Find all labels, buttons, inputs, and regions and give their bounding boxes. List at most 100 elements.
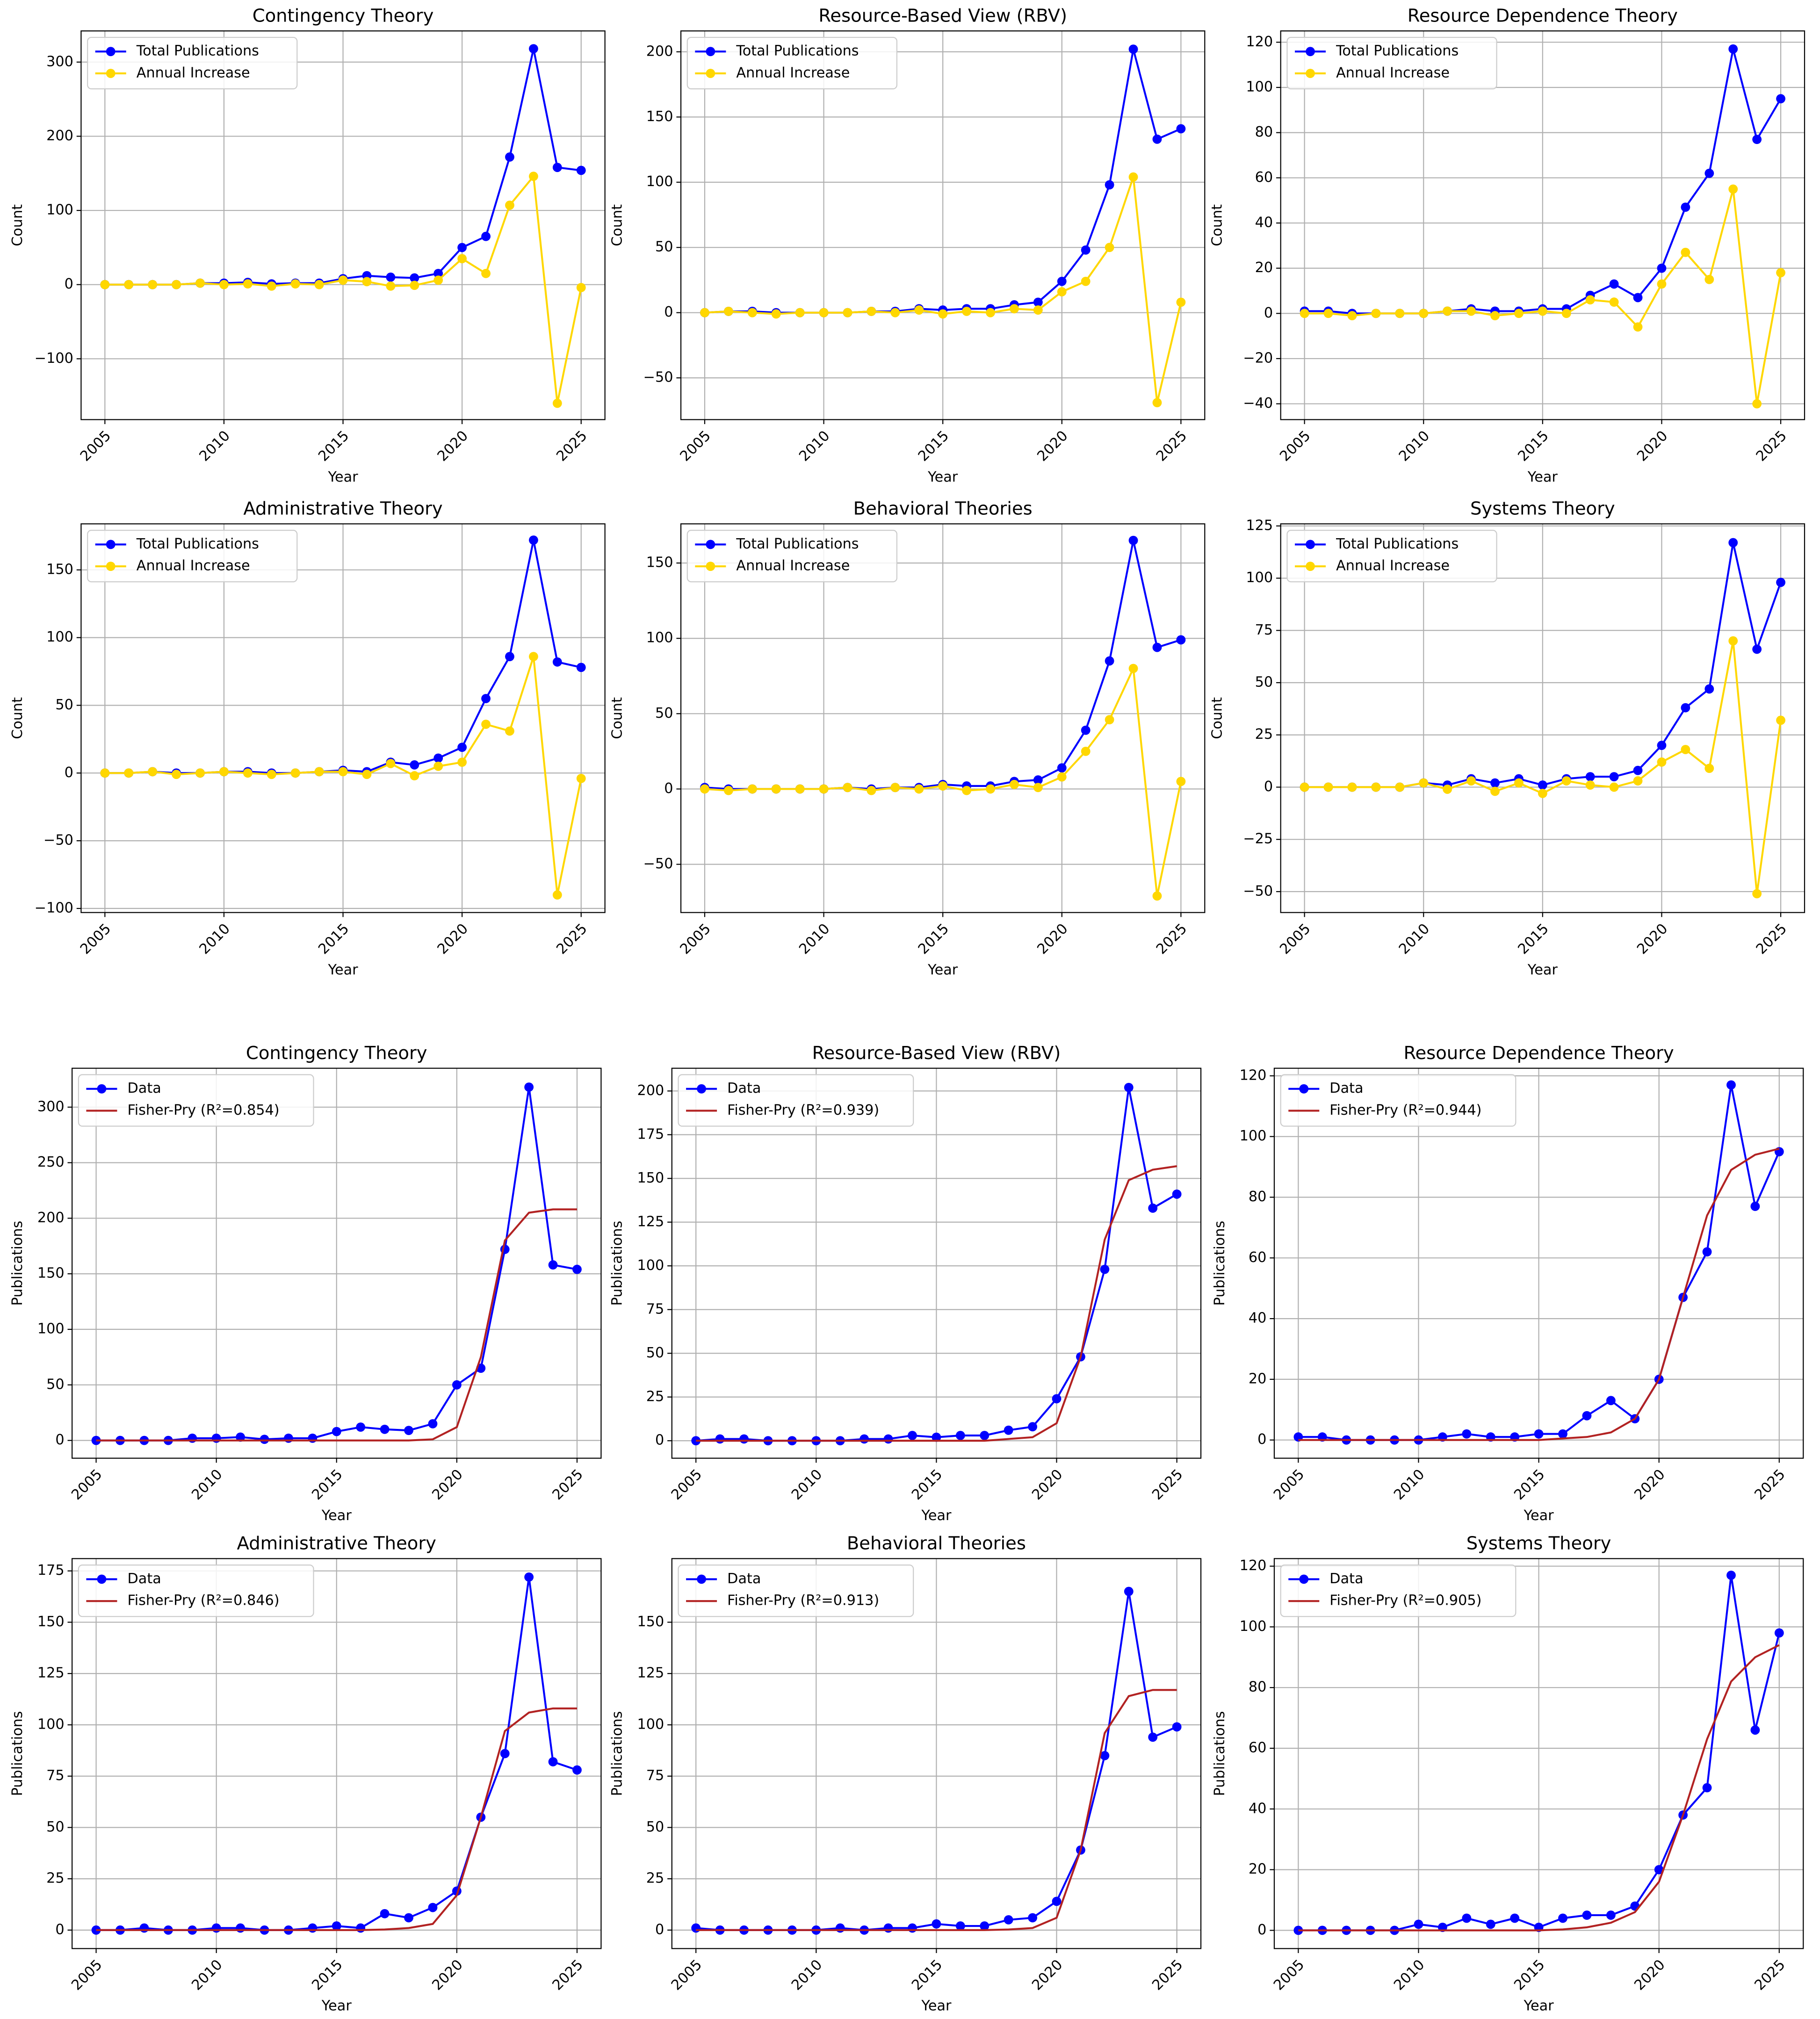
- x-tick-label: 2015: [1515, 921, 1552, 958]
- data-point: [528, 44, 538, 54]
- data-point: [172, 280, 181, 289]
- x-tick-label: 2025: [549, 1957, 586, 1994]
- data-point: [308, 1433, 318, 1443]
- data-point: [1176, 635, 1186, 645]
- y-tick-label: −50: [1243, 883, 1273, 899]
- y-tick-label: 80: [1249, 1189, 1267, 1205]
- y-tick-label: −20: [1243, 350, 1273, 366]
- data-point: [1752, 889, 1762, 899]
- x-tick-label: 2020: [429, 1466, 466, 1503]
- data-point: [500, 1749, 510, 1759]
- y-tick-label: 150: [46, 561, 73, 577]
- data-point: [410, 760, 419, 770]
- data-point: [267, 770, 276, 779]
- x-tick-label: 2015: [909, 1466, 946, 1503]
- data-point: [172, 770, 181, 779]
- data-point: [1681, 745, 1690, 754]
- x-tick-label: 2010: [1396, 428, 1433, 465]
- y-tick-label: 100: [46, 202, 73, 218]
- y-tick-label: 25: [1255, 726, 1273, 743]
- legend-box: [87, 530, 298, 583]
- legend-label: Fisher-Pry (R²=0.846): [127, 1593, 279, 1609]
- data-point: [457, 757, 467, 767]
- x-tick-label: 2020: [434, 428, 471, 465]
- data-point: [859, 1434, 869, 1444]
- data-point: [1606, 1911, 1616, 1920]
- data-point: [1657, 757, 1667, 767]
- data-point: [739, 1434, 749, 1444]
- legend-box: [1286, 36, 1497, 90]
- data-point: [1561, 776, 1571, 786]
- x-tick-label: 2025: [1153, 921, 1190, 958]
- x-tick-label: 2015: [909, 1957, 946, 1994]
- y-tick-label: 50: [655, 705, 673, 721]
- legend-label: Annual Increase: [1336, 65, 1450, 81]
- y-tick-label: 100: [637, 1257, 664, 1274]
- y-tick-label: 60: [1255, 169, 1273, 186]
- y-tick-label: 75: [646, 1301, 664, 1317]
- data-point: [410, 771, 419, 780]
- x-axis-label: Year: [921, 1998, 952, 2014]
- data-point: [362, 277, 372, 287]
- data-point: [1176, 124, 1186, 134]
- data-point: [1081, 245, 1091, 255]
- y-tick-label: 75: [46, 1767, 65, 1784]
- data-point: [932, 1432, 941, 1442]
- data-point: [386, 759, 396, 768]
- legend-marker: [697, 1084, 707, 1094]
- legend-label: Total Publications: [736, 536, 859, 552]
- legend-box: [78, 1074, 314, 1127]
- legend-marker: [106, 540, 116, 549]
- data-point: [938, 309, 948, 319]
- x-tick-label: 2025: [1149, 1957, 1186, 1994]
- y-tick-label: 0: [55, 1921, 64, 1938]
- y-tick-label: 125: [37, 1665, 65, 1681]
- data-point: [1776, 94, 1785, 104]
- y-tick-label: 100: [1246, 79, 1273, 95]
- legend-marker: [1299, 1084, 1309, 1094]
- data-point: [1609, 772, 1619, 782]
- data-point: [1081, 746, 1091, 756]
- data-point: [1752, 135, 1762, 144]
- y-tick-label: −100: [35, 350, 73, 367]
- y-tick-label: 80: [1249, 1679, 1267, 1695]
- data-point: [1152, 642, 1162, 652]
- data-point: [1010, 779, 1019, 789]
- legend-label: Data: [727, 1571, 761, 1587]
- data-point: [700, 784, 709, 794]
- x-tick-label: 2015: [1515, 428, 1552, 465]
- legend-label: Total Publications: [1336, 536, 1459, 552]
- y-tick-label: 40: [1249, 1800, 1267, 1817]
- x-tick-label: 2015: [309, 1466, 346, 1503]
- axes-frame: [680, 523, 1206, 913]
- x-tick-label: 2005: [1271, 1466, 1307, 1503]
- data-point: [890, 308, 900, 317]
- data-point: [576, 663, 586, 672]
- data-point: [290, 279, 300, 289]
- x-tick-label: 2005: [1277, 921, 1314, 958]
- legend-marker: [706, 47, 715, 57]
- data-point: [1105, 715, 1114, 725]
- data-point: [524, 1082, 534, 1092]
- x-tick-label: 2025: [1149, 1466, 1186, 1503]
- legend-box: [686, 36, 898, 90]
- axes-frame: [1273, 1067, 1804, 1459]
- x-tick-label: 2005: [77, 921, 114, 958]
- axes-frame: [1280, 523, 1806, 913]
- data-point: [691, 1923, 701, 1933]
- data-point: [1657, 279, 1667, 289]
- x-tick-label: 2005: [668, 1957, 705, 1994]
- y-tick-label: 50: [646, 1819, 664, 1835]
- legend-marker: [697, 1574, 707, 1584]
- data-point: [883, 1923, 893, 1933]
- data-point: [723, 786, 733, 795]
- y-tick-label: 120: [1240, 1067, 1267, 1083]
- data-point: [835, 1923, 845, 1933]
- y-tick-label: 125: [1246, 517, 1273, 534]
- data-point: [211, 1923, 221, 1933]
- x-tick-label: 2010: [196, 428, 233, 465]
- data-point: [188, 1433, 197, 1443]
- data-point: [1300, 782, 1309, 792]
- data-point: [505, 652, 514, 662]
- x-tick-label: 2015: [915, 921, 952, 958]
